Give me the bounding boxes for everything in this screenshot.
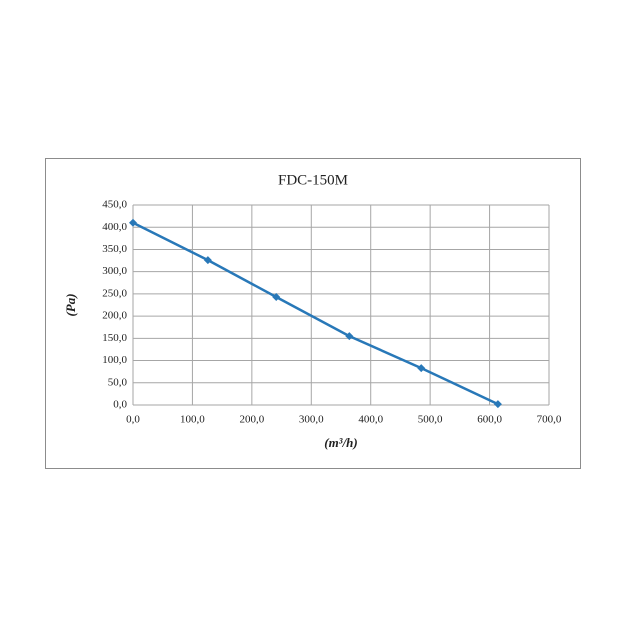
marker — [129, 218, 137, 227]
y-tick-label: 200,0 — [102, 310, 127, 322]
chart-title: FDC-150M — [278, 172, 348, 188]
y-tick-label: 300,0 — [102, 265, 127, 277]
y-tick-label: 100,0 — [102, 354, 127, 366]
y-tick-label: 250,0 — [102, 287, 127, 299]
y-tick-label: 400,0 — [102, 221, 127, 233]
x-tick-label: 0,0 — [126, 414, 140, 426]
marker — [493, 400, 502, 409]
y-tick-label: 450,0 — [102, 199, 127, 211]
y-tick-label: 350,0 — [102, 243, 127, 255]
marker — [345, 332, 354, 341]
x-axis-label: (m³/h) — [324, 435, 358, 450]
x-tick-label: 300,0 — [299, 414, 324, 426]
x-tick-label: 500,0 — [418, 414, 443, 426]
series-line — [132, 221, 499, 406]
x-tick-label: 600,0 — [477, 414, 502, 426]
x-tick-label: 100,0 — [180, 414, 205, 426]
y-tick-label: 150,0 — [102, 332, 127, 344]
x-tick-label: 700,0 — [537, 414, 562, 426]
y-tick-label: 0,0 — [113, 399, 127, 411]
x-tick-label: 200,0 — [239, 414, 264, 426]
marker — [272, 293, 281, 301]
chart-frame — [45, 158, 581, 469]
y-tick-label: 50,0 — [108, 376, 128, 388]
x-tick-label: 400,0 — [358, 414, 383, 426]
marker — [203, 256, 212, 265]
marker — [417, 364, 426, 373]
y-axis-label: (Pa) — [63, 293, 78, 316]
